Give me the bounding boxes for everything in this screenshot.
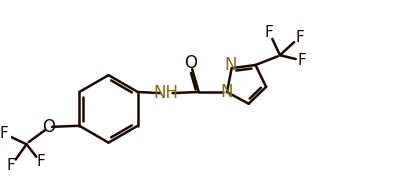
Text: O: O bbox=[42, 118, 55, 136]
Text: O: O bbox=[184, 54, 197, 72]
Text: F: F bbox=[264, 25, 273, 40]
Text: NH: NH bbox=[153, 84, 178, 102]
Text: N: N bbox=[224, 56, 237, 74]
Text: F: F bbox=[36, 154, 45, 169]
Text: F: F bbox=[297, 53, 306, 68]
Text: F: F bbox=[7, 158, 16, 173]
Text: F: F bbox=[294, 30, 303, 45]
Text: N: N bbox=[220, 83, 233, 101]
Text: F: F bbox=[0, 126, 8, 142]
